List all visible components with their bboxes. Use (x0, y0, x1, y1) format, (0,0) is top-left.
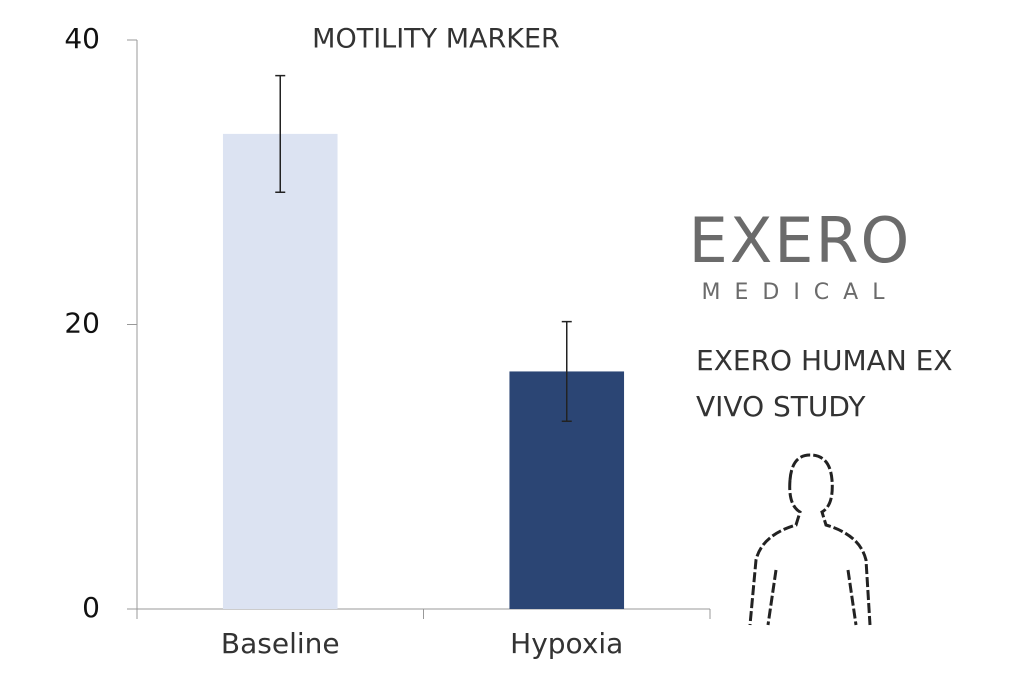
error-bar (561, 320, 572, 422)
study-label: VIVO STUDY (696, 390, 866, 423)
logo-tagline: MEDICAL (702, 280, 899, 305)
logo-name: EXERO (689, 204, 912, 277)
y-tick-label: 40 (64, 22, 100, 55)
x-tick-label: Baseline (221, 627, 340, 660)
error-bar (275, 74, 286, 193)
x-tick-label: Hypoxia (510, 627, 623, 660)
chart-title: MOTILITY MARKER (312, 24, 560, 55)
y-tick-label: 0 (82, 591, 100, 624)
study-label: EXERO HUMAN EX (696, 344, 953, 377)
bar (222, 133, 338, 609)
y-tick-label: 20 (64, 307, 100, 340)
human-figure (748, 453, 872, 626)
